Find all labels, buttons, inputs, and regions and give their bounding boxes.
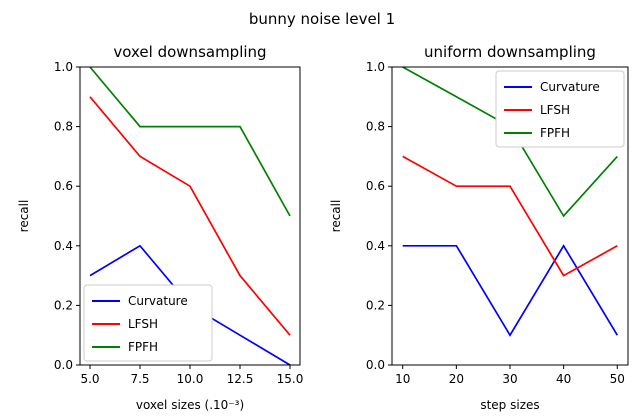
chart-title: voxel downsampling bbox=[113, 43, 266, 61]
y-tick-label: 0.8 bbox=[54, 120, 73, 134]
x-tick-label: 50 bbox=[610, 372, 625, 386]
y-tick-label: 0.6 bbox=[54, 179, 73, 193]
legend-label-curvature: Curvature bbox=[128, 294, 188, 308]
x-tick-label: 40 bbox=[556, 372, 571, 386]
series-line-lfsh bbox=[402, 155, 618, 277]
figure-suptitle: bunny noise level 1 bbox=[249, 10, 395, 28]
y-tick-label: 0.8 bbox=[366, 120, 385, 134]
chart-uniform-downsampling: uniform downsampling 10 20 30 40 50 0.0 0.2 0.4 0… bbox=[329, 43, 629, 412]
y-tick-label: 0.4 bbox=[54, 239, 73, 253]
legend-label-lfsh: LFSH bbox=[540, 103, 570, 117]
legend-label-fpfh: FPFH bbox=[540, 126, 570, 140]
x-tick-label: 30 bbox=[502, 372, 517, 386]
legend: Curvature LFSH FPFH bbox=[83, 284, 213, 362]
x-axis-label: voxel sizes (.10⁻³) bbox=[136, 398, 244, 412]
y-tick-label: 0.4 bbox=[366, 239, 385, 253]
x-axis-label: step sizes bbox=[480, 398, 539, 412]
x-tick-label: 12.5 bbox=[227, 372, 254, 386]
y-axis-label: recall bbox=[329, 200, 343, 233]
y-tick-label: 0.0 bbox=[366, 358, 385, 372]
y-tick-label: 0.2 bbox=[366, 298, 385, 312]
x-tick-label: 10 bbox=[395, 372, 410, 386]
series-line-curvature bbox=[402, 244, 619, 337]
legend: Curvature LFSH FPFH bbox=[495, 70, 625, 148]
x-tick-label: 7.5 bbox=[130, 372, 149, 386]
legend-label-fpfh: FPFH bbox=[128, 340, 158, 354]
legend-label-lfsh: LFSH bbox=[128, 317, 158, 331]
y-axis-label: recall bbox=[17, 200, 31, 233]
x-tick-label: 15.0 bbox=[277, 372, 304, 386]
legend-frame bbox=[83, 284, 213, 362]
x-tick-label: 5.0 bbox=[80, 372, 99, 386]
x-tick-label: 20 bbox=[449, 372, 464, 386]
chart-voxel-downsampling: voxel downsampling 5.0 7.5 10.0 12.5 15.0 0.0 0… bbox=[17, 43, 303, 412]
y-tick-label: 0.6 bbox=[366, 179, 385, 193]
legend-label-curvature: Curvature bbox=[540, 80, 600, 94]
y-tick-label: 1.0 bbox=[54, 60, 73, 74]
legend-frame bbox=[495, 70, 625, 148]
y-tick-label: 0.0 bbox=[54, 358, 73, 372]
series-line-fpfh bbox=[89, 66, 291, 217]
y-tick-label: 1.0 bbox=[366, 60, 385, 74]
y-tick-label: 0.2 bbox=[54, 298, 73, 312]
series-line-lfsh bbox=[89, 96, 291, 336]
x-tick-label: 10.0 bbox=[177, 372, 204, 386]
chart-title: uniform downsampling bbox=[424, 43, 596, 61]
